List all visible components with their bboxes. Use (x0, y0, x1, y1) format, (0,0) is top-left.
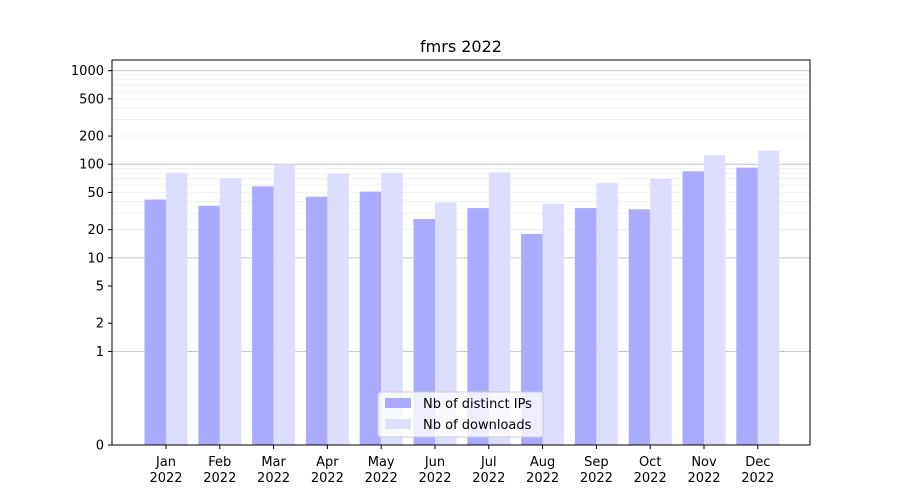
y-tick-label: 500 (79, 92, 104, 107)
bar-distinct-ips (252, 186, 274, 445)
bar-downloads (488, 172, 511, 446)
x-tick-label: Apr 2022 (311, 455, 344, 486)
bar-distinct-ips (359, 191, 382, 445)
chart-title: fmrs 2022 (420, 37, 502, 56)
legend-box (377, 391, 544, 438)
x-tick-label: Sep 2022 (580, 455, 613, 486)
bars (144, 150, 780, 446)
y-tick-label: 0 (96, 439, 104, 454)
legend-swatch-downloads (385, 419, 411, 429)
y-tick-label: 20 (87, 223, 104, 238)
y-tick-label: 1 (96, 345, 104, 360)
plot-area-frame (111, 59, 811, 446)
y-tick-label: 5 (96, 280, 104, 295)
x-tick-label: Jun 2022 (418, 455, 451, 486)
bar-downloads (542, 203, 565, 445)
bar-downloads (219, 178, 242, 445)
y-tick-label: 2 (96, 317, 104, 332)
x-tick-label: Oct 2022 (634, 455, 667, 486)
bar-distinct-ips (574, 208, 597, 445)
y-tick-label: 10 (87, 251, 104, 266)
y-tick-label: 200 (79, 130, 104, 145)
y-tick-label: 100 (79, 158, 104, 173)
bar-downloads (327, 173, 349, 446)
legend: Nb of distinct IPs Nb of downloads (377, 391, 544, 438)
y-tick-label: 50 (87, 186, 104, 201)
x-tick-label: Mar 2022 (257, 455, 290, 486)
bar-distinct-ips (682, 171, 704, 445)
legend-label-distinct-ips: Nb of distinct IPs (423, 397, 532, 412)
x-tick-label: Aug 2022 (526, 455, 559, 486)
y-tick-label: 1000 (71, 64, 104, 79)
bar-distinct-ips (198, 205, 220, 445)
bar-distinct-ips (628, 209, 651, 445)
bar-downloads (166, 172, 188, 445)
x-tick-label: Jul 2022 (472, 455, 505, 486)
x-tick-label: Jan 2022 (149, 455, 182, 486)
x-tick-label: Feb 2022 (203, 455, 236, 486)
y-axis: 0 1 2 5 10 20 50 100 200 500 1000 (71, 64, 112, 454)
bar-downloads (381, 173, 403, 445)
bar-downloads (435, 202, 457, 445)
bar-downloads (704, 155, 726, 445)
bar-downloads (273, 164, 296, 445)
bar-distinct-ips (736, 167, 758, 445)
x-tick-label: May 2022 (365, 455, 398, 486)
x-axis: Jan 2022 Feb 2022 Mar 2022 Apr 2022 May 2022 Jun 20… (149, 445, 774, 486)
bar-distinct-ips (413, 218, 435, 445)
bar-distinct-ips (467, 208, 489, 445)
bar-distinct-ips (305, 196, 328, 445)
bar-downloads (596, 183, 618, 446)
bar-downloads (650, 178, 672, 446)
legend-label-downloads: Nb of downloads (423, 418, 532, 433)
legend-swatch-distinct-ips (385, 398, 411, 408)
x-tick-label: Nov 2022 (687, 455, 720, 486)
x-tick-label: Dec 2022 (741, 455, 774, 486)
bar-downloads (757, 150, 780, 445)
bar-distinct-ips (144, 199, 166, 445)
